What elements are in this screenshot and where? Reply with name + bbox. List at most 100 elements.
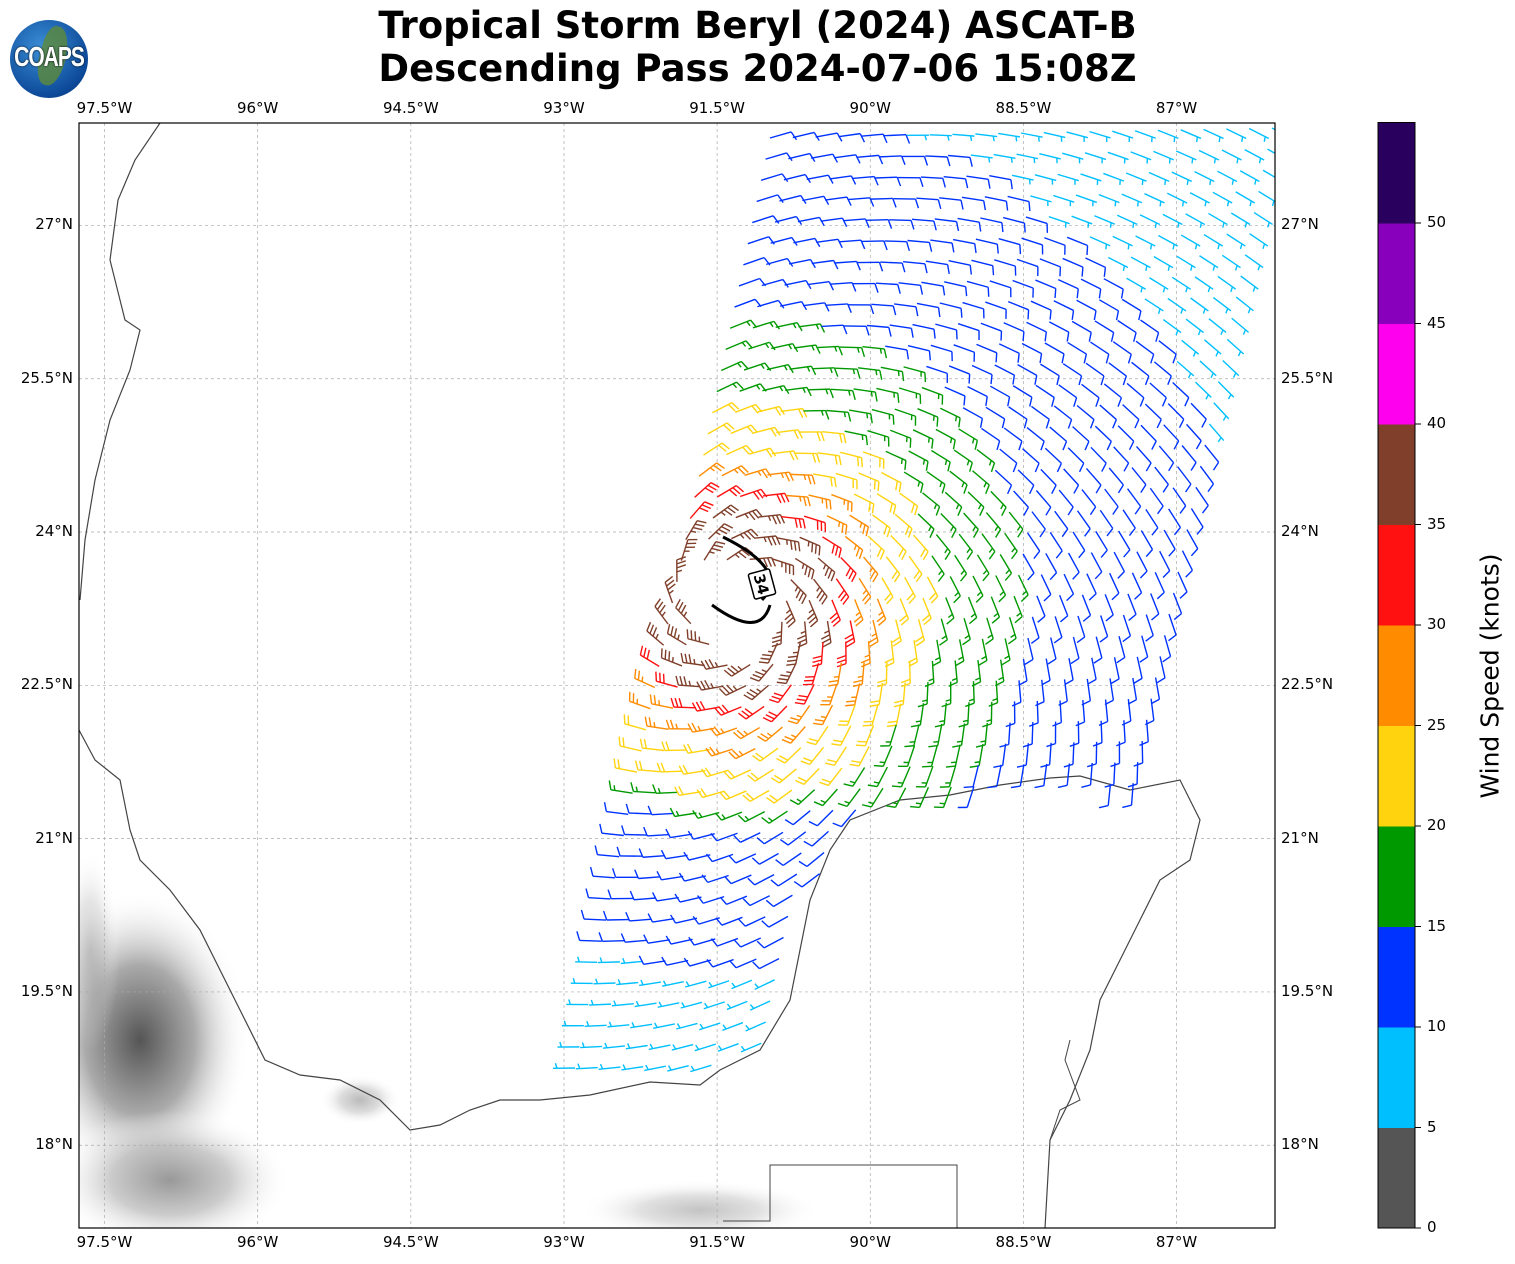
wind-barb [1075, 194, 1098, 207]
wind-barb [1016, 258, 1039, 277]
wind-barb [699, 1022, 721, 1031]
wind-barb [1093, 636, 1103, 664]
wind-barb [906, 134, 929, 141]
wind-barb [1249, 233, 1269, 249]
wind-barb [613, 758, 638, 773]
lat-label-left: 21°N [35, 828, 73, 847]
wind-barb [903, 471, 924, 494]
colorbar-tick-label: 10 [1427, 1017, 1447, 1035]
wind-barb [880, 724, 897, 747]
wind-barb [1135, 340, 1155, 364]
title-line-2: Descending Pass 2024-07-06 15:08Z [378, 47, 1137, 90]
wind-barb [770, 768, 797, 784]
wind-barb [994, 259, 1017, 276]
wind-barb [868, 619, 879, 648]
wind-barb [728, 853, 757, 864]
wind-barb [634, 760, 660, 773]
wind-barb [1076, 404, 1095, 429]
wind-barb [1133, 656, 1143, 684]
wind-barb [1199, 465, 1215, 493]
wind-barb [1057, 173, 1079, 185]
wind-barb [794, 452, 821, 463]
wind-barb [913, 534, 929, 561]
wind-barb [798, 323, 826, 333]
wind-barb [776, 429, 803, 440]
wind-barb [1034, 763, 1048, 789]
wind-barb [933, 786, 952, 809]
wind-barb [1139, 719, 1149, 747]
wind-barb [1013, 490, 1030, 516]
wind-barb [1177, 571, 1188, 599]
wind-barb [644, 1064, 667, 1072]
wind-barb [862, 451, 885, 469]
wind-barb [1226, 338, 1245, 357]
wind-barb [1103, 172, 1125, 185]
wind-barb [862, 703, 879, 727]
wind-barb [940, 512, 957, 539]
colorbar-segment [1378, 926, 1415, 1028]
colorbar-tick-label: 0 [1427, 1218, 1437, 1236]
wind-barb [683, 957, 712, 967]
wind-barb [790, 473, 816, 485]
wind-barb [678, 872, 707, 882]
wind-barb [958, 702, 970, 728]
graticule [79, 123, 1275, 1228]
wind-barb [953, 344, 976, 362]
wind-barb [644, 716, 669, 731]
wind-barb [762, 705, 788, 723]
wind-barb [816, 345, 843, 356]
wind-barb [831, 493, 853, 512]
country-border [723, 1164, 958, 1228]
wind-barb [770, 236, 798, 246]
wind-barb [720, 360, 749, 372]
wind-barb [1095, 531, 1108, 558]
wind-barb [1086, 573, 1097, 601]
wind-barb [902, 155, 929, 166]
wind-barb [1035, 384, 1055, 407]
wind-barb [1145, 508, 1159, 536]
wind-barb [1022, 553, 1035, 581]
wind-barb [1239, 170, 1260, 185]
wind-barb [784, 600, 796, 628]
wind-barb [826, 515, 848, 535]
wind-barb [1153, 150, 1175, 164]
wind-barb [1052, 700, 1063, 727]
wind-barb [729, 958, 757, 969]
wind-barb [915, 765, 934, 788]
wind-barb [1154, 572, 1165, 600]
wind-barb [1040, 468, 1057, 494]
wind-barb [1162, 319, 1182, 336]
wind-barb [1194, 276, 1214, 293]
wind-barb [989, 175, 1013, 190]
wind-barb [1172, 592, 1183, 621]
wind-barb [812, 642, 824, 668]
wind-barb [898, 176, 924, 188]
wind-barb [825, 196, 852, 206]
wind-barb [1203, 128, 1224, 143]
wind-barb [1021, 342, 1043, 364]
wind-barb [665, 828, 693, 839]
wind-barb [1213, 402, 1230, 421]
wind-barb [787, 705, 811, 725]
wind-barb [922, 492, 941, 516]
wind-barb [751, 852, 779, 865]
wind-barb [616, 979, 639, 986]
colorbar-segment [1378, 223, 1415, 324]
wind-barb [1208, 318, 1227, 336]
wind-barb [965, 681, 975, 708]
wind-barb [1076, 299, 1097, 321]
wind-barb [1063, 742, 1075, 768]
wind-barb [849, 409, 873, 424]
wind-barb [852, 282, 879, 293]
wind-barb [718, 684, 747, 696]
wind-barb [703, 540, 726, 561]
wind-barb [757, 726, 783, 742]
wind-barb [661, 956, 689, 966]
wind-barb [716, 381, 744, 393]
wind-barb [819, 767, 843, 787]
wind-barb [867, 430, 890, 447]
wind-barb [830, 388, 856, 401]
wind-barb [1039, 258, 1062, 277]
wind-barb [1148, 171, 1170, 186]
wind-barb [781, 726, 806, 744]
